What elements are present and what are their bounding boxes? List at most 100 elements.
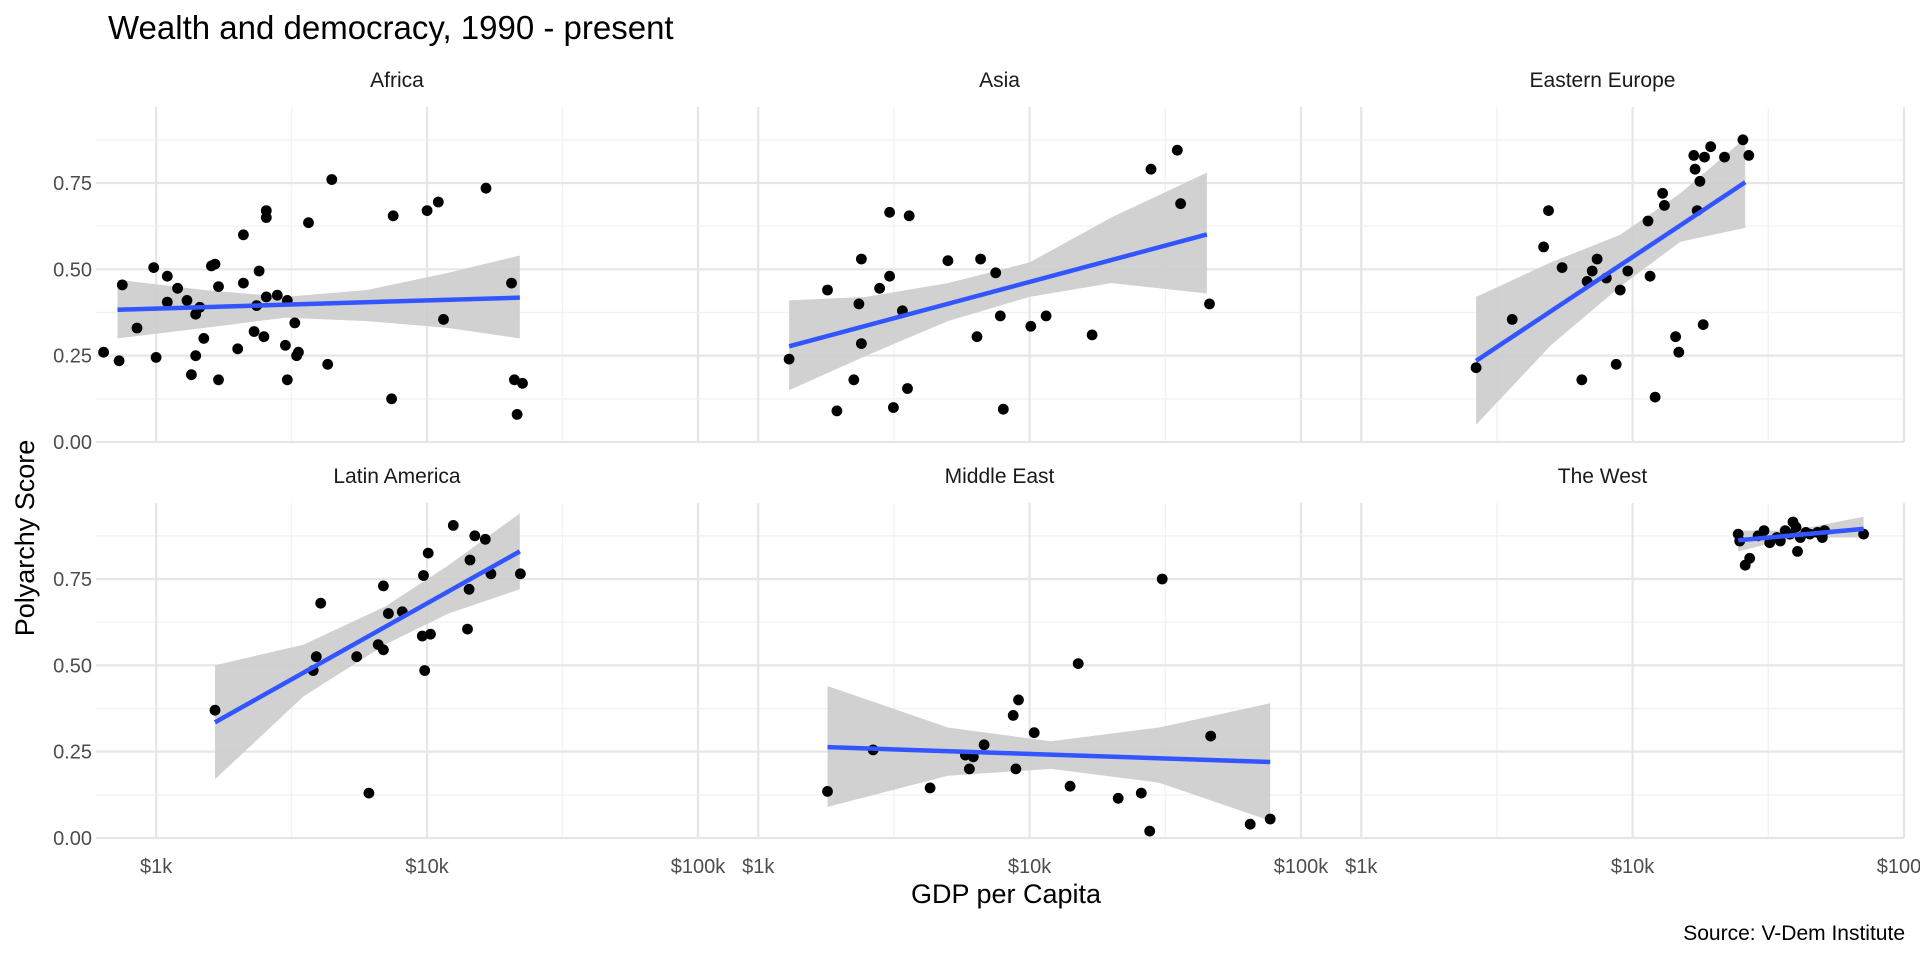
y-tick-label: 0.00 [53, 432, 92, 454]
data-point [1610, 358, 1622, 370]
regression-line [1474, 180, 1747, 363]
data-point [447, 520, 459, 531]
data-point [853, 298, 865, 310]
facet-label: Middle East [945, 465, 1055, 488]
data-point [161, 296, 173, 308]
data-point [1135, 787, 1147, 799]
data-point [831, 405, 843, 417]
data-point [1040, 310, 1052, 322]
data-point [1688, 150, 1700, 161]
data-point [258, 331, 270, 343]
data-point [1204, 298, 1215, 310]
data-point [902, 383, 913, 394]
data-point [186, 369, 197, 381]
data-point [1719, 151, 1730, 163]
data-point [198, 333, 210, 344]
data-point [462, 623, 473, 635]
regression-line [1738, 526, 1864, 543]
data-point [971, 331, 983, 343]
regression-line [788, 232, 1208, 349]
x-tick-label: $1k [140, 856, 173, 878]
data-point [942, 255, 954, 267]
confidence-band [1476, 138, 1746, 425]
data-point [1064, 780, 1076, 792]
facet-label: Latin America [333, 465, 461, 488]
data-point [994, 310, 1006, 322]
data-point [260, 205, 272, 217]
data-point [1622, 265, 1634, 277]
data-point [383, 608, 394, 619]
data-point [978, 739, 990, 751]
data-point [418, 570, 429, 581]
data-point [856, 338, 867, 349]
facet-label: Eastern Europe [1530, 69, 1676, 92]
data-point [291, 350, 302, 362]
x-tick-label: $10k [1008, 856, 1052, 878]
data-point [209, 258, 221, 270]
facet-panels: Africa 0.00 0.25 0.50 0.75 Asia Eastern Europe… [53, 69, 1920, 878]
data-point [438, 314, 449, 325]
data-point [1694, 175, 1706, 187]
data-point [1264, 813, 1276, 825]
data-point [506, 277, 517, 289]
regression-line [213, 549, 521, 725]
chart-title: Wealth and democracy, 1990 - present [108, 9, 674, 46]
data-point [419, 665, 431, 676]
data-point [903, 210, 915, 222]
data-point [1758, 525, 1770, 536]
data-point [1538, 241, 1549, 253]
data-point [260, 291, 272, 303]
x-tick-label: $1k [1345, 856, 1378, 878]
data-point [856, 253, 867, 265]
data-point [1659, 200, 1670, 211]
data-point [1591, 253, 1603, 265]
data-point [1743, 150, 1755, 161]
data-point [1010, 763, 1022, 775]
data-point [271, 289, 283, 301]
data-point [425, 628, 436, 640]
data-point [463, 583, 475, 595]
data-point [517, 377, 528, 389]
data-point [1689, 163, 1701, 175]
data-point [1086, 329, 1098, 341]
data-point [303, 217, 314, 229]
data-point [469, 530, 481, 542]
data-point [964, 763, 975, 775]
data-point [213, 281, 224, 292]
x-tick-label: $10k [405, 856, 449, 878]
data-point [1112, 792, 1124, 804]
data-point [1007, 710, 1019, 721]
data-point [1025, 320, 1037, 332]
data-point [253, 265, 265, 277]
data-point [148, 262, 160, 273]
data-point [509, 374, 520, 386]
data-point [421, 205, 433, 217]
y-tick-label: 0.00 [53, 828, 92, 850]
data-point [997, 403, 1009, 415]
data-point [1205, 730, 1217, 742]
y-tick-label: 0.75 [53, 173, 92, 195]
data-point [479, 533, 491, 545]
data-point [848, 374, 860, 386]
confidence-band [117, 255, 520, 339]
data-point [289, 317, 301, 329]
x-tick-label: $10k [1611, 856, 1655, 878]
data-point [975, 253, 986, 265]
data-point [386, 393, 397, 405]
data-point [1614, 284, 1626, 296]
data-point [363, 787, 375, 799]
data-point [924, 782, 936, 794]
data-point [1543, 205, 1554, 217]
data-point [1171, 144, 1183, 156]
data-point [990, 267, 1002, 279]
data-point [822, 786, 833, 797]
data-point [150, 352, 162, 363]
data-point [511, 409, 523, 420]
y-tick-label: 0.75 [53, 569, 92, 591]
data-point [515, 568, 526, 580]
facet-label: Africa [370, 69, 424, 92]
data-point [1744, 552, 1756, 564]
data-point [116, 279, 128, 291]
data-point [1072, 658, 1084, 669]
